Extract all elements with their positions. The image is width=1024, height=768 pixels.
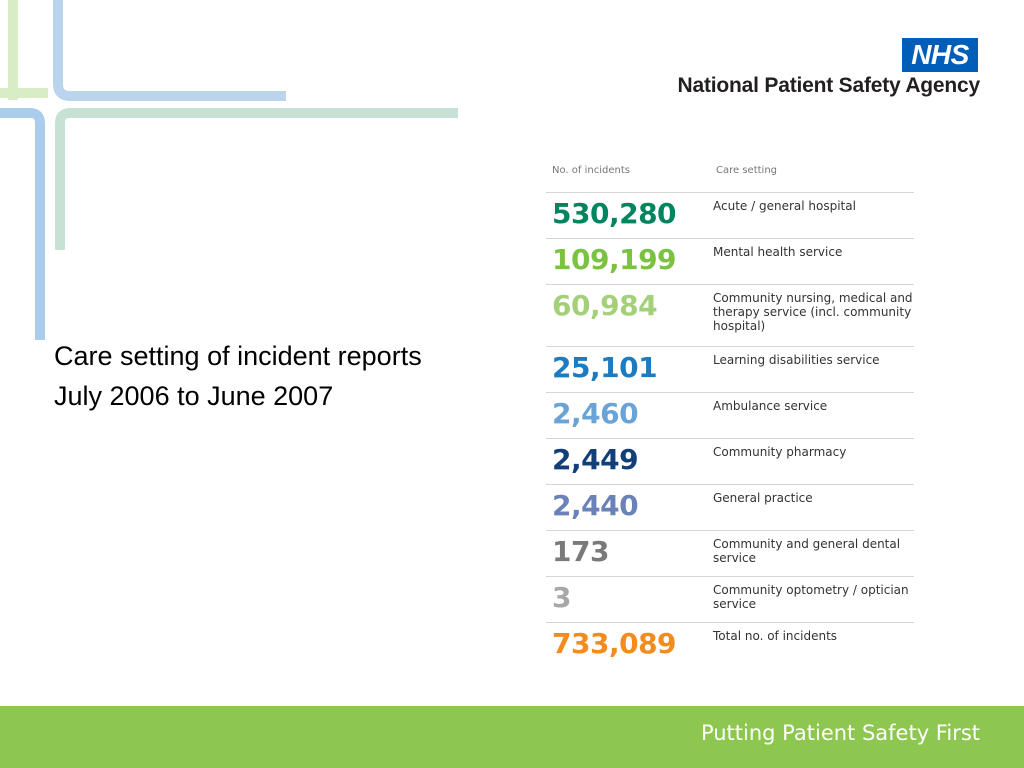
table-row: 60,984 Community nursing, medical and th… — [546, 285, 914, 347]
header-setting: Care setting — [716, 165, 778, 176]
caption-line-2: July 2006 to June 2007 — [54, 381, 334, 411]
table-row: 2,440 General practice — [546, 485, 914, 531]
nhs-npsa-logo: NHS National Patient Safety Agency — [596, 38, 980, 104]
incident-count: 60,984 — [552, 289, 658, 322]
table-row-total: 733,089 Total no. of incidents — [546, 623, 914, 667]
caption-line-1: Care setting of incident reports — [54, 341, 422, 371]
table-row: 109,199 Mental health service — [546, 239, 914, 285]
footer-bar: Putting Patient Safety First — [0, 706, 1024, 768]
incident-count: 2,449 — [552, 443, 639, 476]
incident-count: 2,440 — [552, 489, 639, 522]
incident-count: 530,280 — [552, 197, 677, 230]
care-setting: Acute / general hospital — [713, 199, 856, 213]
care-setting-total: Total no. of incidents — [713, 629, 838, 643]
incident-count: 173 — [552, 535, 609, 568]
table-header: No. of incidents Care setting — [546, 160, 914, 193]
incident-count-total: 733,089 — [552, 627, 677, 660]
crosshair-lines-icon — [0, 0, 458, 340]
care-setting: Community optometry / optician service — [713, 583, 909, 611]
care-setting: Learning disabilities service — [713, 353, 880, 367]
care-setting: Community pharmacy — [713, 445, 847, 459]
care-setting: Mental health service — [713, 245, 843, 259]
care-setting: Ambulance service — [713, 399, 828, 413]
table-row: 2,449 Community pharmacy — [546, 439, 914, 485]
incident-count: 109,199 — [552, 243, 677, 276]
agency-name: National Patient Safety Agency — [677, 74, 981, 97]
care-setting: Community and general dental service — [713, 537, 901, 565]
footer-slogan: Putting Patient Safety First — [700, 721, 980, 745]
table-row: 530,280 Acute / general hospital — [546, 193, 914, 239]
incident-count: 3 — [552, 581, 571, 614]
table-row: 2,460 Ambulance service — [546, 393, 914, 439]
decorative-crosshair-graphic — [0, 0, 460, 350]
incident-count: 2,460 — [552, 397, 639, 430]
incidents-table: No. of incidents Care setting 530,280 Ac… — [546, 160, 914, 667]
care-setting: Community nursing, medical and therapy s… — [713, 291, 913, 333]
table-row: 173 Community and general dental service — [546, 531, 914, 577]
incident-count: 25,101 — [552, 351, 658, 384]
table-row: 3 Community optometry / optician service — [546, 577, 914, 623]
header-count: No. of incidents — [552, 165, 630, 176]
care-setting: General practice — [713, 491, 813, 505]
table-row: 25,101 Learning disabilities service — [546, 347, 914, 393]
nhs-logo: NHS — [902, 38, 978, 72]
slide-caption: Care setting of incident reports July 20… — [54, 336, 524, 416]
